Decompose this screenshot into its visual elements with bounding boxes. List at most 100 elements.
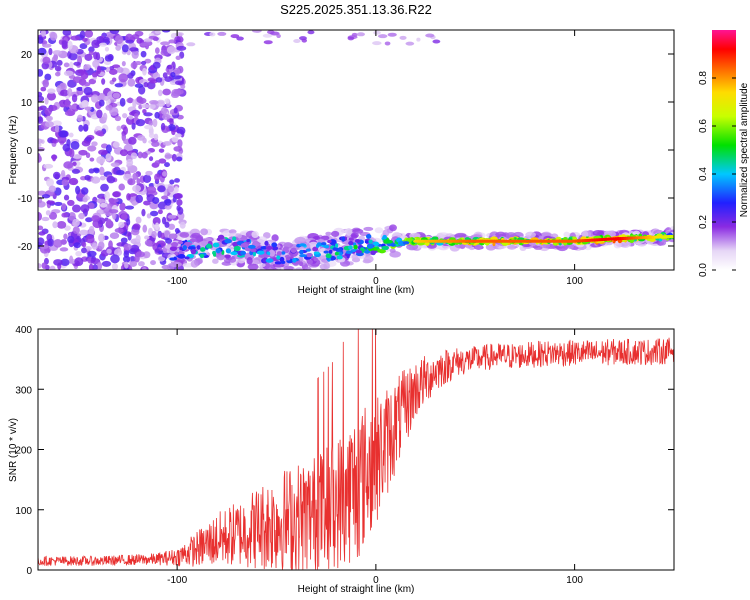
spectrogram-noise-blob (75, 185, 81, 195)
spectrogram-noise-blob (97, 93, 106, 102)
spectrogram-signal-halo (454, 233, 467, 238)
spectrogram-noise-blob (148, 35, 158, 40)
spectrogram-noise-blob (62, 143, 71, 152)
spectrogram-noise-blob (176, 199, 183, 206)
spectrogram-y-tick-label: -10 (18, 194, 33, 205)
spectrogram-noise-blob (96, 65, 102, 75)
spectrogram-noise-blob (138, 85, 146, 95)
spectrogram-signal-blob (240, 250, 247, 256)
spectrogram-x-tick-label: -100 (167, 276, 187, 287)
spectrogram-signal-halo (330, 230, 340, 238)
spectrogram-signal-blob (306, 259, 313, 265)
spectrogram-noise-blob (122, 255, 131, 263)
spectrogram-signal-halo (168, 233, 178, 240)
spectrogram-noise-blob (384, 41, 391, 46)
spectrogram-noise-blob (38, 225, 44, 231)
spectrogram-noise-blob (432, 39, 441, 44)
spectrogram-noise-blob (114, 115, 122, 122)
spectrogram-noise-blob (120, 213, 128, 220)
spectrogram-noise-blob (146, 213, 152, 219)
spectrogram-signal-blob (354, 239, 361, 243)
spectrogram-noise-blob (116, 66, 124, 73)
spectrogram-noise-blob (170, 72, 176, 78)
spectrogram-noise-blob (160, 107, 168, 115)
spectrogram-y-tick-label: 10 (21, 98, 33, 109)
spectrogram-noise-blob (72, 218, 80, 227)
spectrogram-noise-blob (40, 86, 47, 92)
spectrogram-signal-halo (374, 227, 384, 234)
spectrogram-noise-blob (145, 170, 153, 176)
spectrogram-signal-halo (221, 261, 232, 266)
spectrogram-signal-blob (334, 251, 339, 256)
spectrogram-noise-blob (91, 215, 100, 223)
spectrogram-noise-blob (169, 118, 174, 126)
spectrogram-noise-blob (164, 198, 172, 206)
spectrogram-noise-blob (71, 94, 78, 103)
figure-title: S225.2025.351.13.36.R22 (280, 2, 432, 17)
spectrogram-noise-blob (173, 146, 183, 152)
spectrogram-noise-blob (114, 227, 124, 233)
spectrogram-noise-blob (96, 261, 103, 270)
spectrogram-noise-blob (44, 120, 54, 128)
spectrogram-noise-blob (377, 34, 388, 39)
spectrogram-noise-blob (168, 223, 176, 230)
spectrogram-noise-blob (161, 171, 168, 177)
spectrogram-noise-blob (152, 216, 161, 226)
spectrogram-signal-halo (533, 245, 543, 250)
spectrogram-noise-blob (405, 41, 415, 46)
spectrogram-noise-blob (130, 244, 140, 252)
spectrogram-noise-blob (84, 53, 93, 61)
spectrogram-y-tick-label: -20 (18, 242, 33, 253)
spectrogram-noise-blob (139, 42, 150, 47)
spectrogram-signal-halo (179, 231, 190, 238)
spectrogram-noise-blob (48, 211, 58, 220)
spectrogram-signal-blob (281, 251, 286, 255)
spectrogram-noise-blob (119, 97, 126, 107)
spectrogram-noise-blob (96, 156, 106, 164)
spectrogram-noise-blob (98, 241, 105, 250)
spectrogram-signal-halo (382, 229, 390, 237)
spectrogram-noise-blob (97, 209, 104, 215)
spectrogram-noise-blob (131, 34, 140, 40)
spectrogram-signal-blob (182, 245, 187, 251)
spectrogram-signal-blob (328, 249, 333, 254)
spectrogram-y-tick-label: 0 (26, 146, 32, 157)
spectrogram-noise-blob (90, 176, 101, 184)
spectrogram-signal-blob (178, 249, 183, 256)
spectrogram-noise-blob (40, 30, 46, 37)
spectrogram-noise-blob (89, 157, 95, 162)
spectrogram-signal-halo (212, 258, 219, 264)
spectrogram-noise-blob (131, 200, 138, 206)
spectrogram-noise-blob (126, 218, 131, 226)
spectrogram-noise-blob (38, 36, 44, 44)
spectrogram-noise-blob (81, 247, 87, 254)
spectrogram-noise-blob (88, 168, 95, 174)
colorbar-ticks: 0.0 0.2 0.4 0.6 0.8 (698, 71, 736, 277)
spectrogram-noise-blob (174, 80, 184, 86)
spectrogram-signal-blob (305, 248, 311, 252)
spectrogram-noise-blob (93, 51, 98, 60)
spectrogram-noise-blob (54, 201, 63, 207)
spectrogram-signal-halo (294, 236, 307, 245)
spectrogram-noise-blob (209, 32, 216, 37)
spectrogram-noise-blob (129, 260, 138, 267)
spectrogram-noise-blob (128, 136, 137, 145)
spectrogram-noise-blob (144, 124, 154, 130)
spectrogram-signal-blob (170, 242, 179, 247)
spectrogram-noise-blob (399, 35, 407, 40)
spectrogram-noise-blob (98, 166, 105, 176)
spectrogram-signal-blob (265, 245, 274, 250)
spectrogram-noise-blob (176, 156, 183, 162)
spectrogram-noise-blob (64, 98, 71, 108)
spectrogram-noise-blob (92, 263, 98, 270)
spectrogram-noise-blob (72, 154, 83, 159)
spectrogram-noise-blob (79, 30, 86, 39)
spectrogram-noise-blob (167, 185, 175, 193)
spectrogram-noise-blob (96, 109, 103, 119)
spectrogram-noise-blob (88, 78, 97, 85)
spectrogram-signal-blob (169, 246, 178, 251)
spectrogram-noise-blob (44, 97, 49, 105)
spectrogram-signal-halo (271, 234, 279, 242)
spectrogram-signal-blob (232, 236, 237, 242)
spectrogram-noise-blob (252, 30, 262, 33)
